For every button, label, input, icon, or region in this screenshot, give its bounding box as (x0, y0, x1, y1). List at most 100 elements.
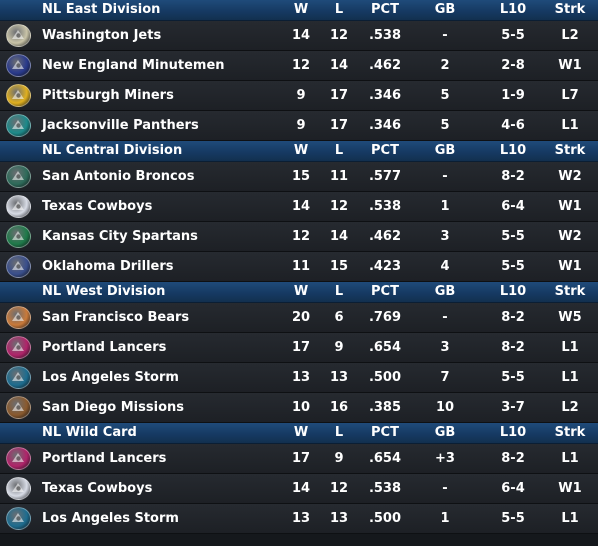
team-name[interactable]: Pittsburgh Miners (42, 88, 174, 103)
division-header: NL East Division W L PCT GB L10 Strk (0, 0, 598, 21)
team-gb-value: 4 (440, 259, 450, 274)
team-l-value: 6 (334, 310, 344, 325)
column-header-strk: Strk (554, 143, 586, 158)
team-pct-value: .577 (368, 169, 402, 184)
team-pct-value: .462 (368, 229, 402, 244)
team-pct-value: .538 (368, 481, 402, 496)
team-name[interactable]: Oklahoma Drillers (42, 259, 174, 274)
team-name[interactable]: Portland Lancers (42, 340, 167, 355)
team-w-value: 11 (291, 259, 311, 274)
division-title: NL Wild Card (42, 425, 137, 440)
team-name[interactable]: New England Minutemen (42, 58, 225, 73)
team-l-value: 9 (334, 451, 344, 466)
column-header-gb: GB (434, 143, 456, 158)
column-header-pct: PCT (371, 284, 399, 299)
column-header-w: W (293, 2, 309, 17)
team-w-value: 9 (296, 118, 306, 133)
team-l10-value: 6-4 (501, 481, 525, 496)
team-l-value: 16 (329, 400, 349, 415)
team-strk-value: W2 (558, 229, 582, 244)
column-header-gb: GB (434, 2, 456, 17)
team-row[interactable]: Portland Lancers 17 9 .654 +3 8-2 L1 (0, 444, 598, 474)
team-row[interactable]: Los Angeles Storm 13 13 .500 1 5-5 L1 (0, 504, 598, 534)
miner-icon (6, 84, 31, 107)
team-l10-value: 1-9 (501, 88, 525, 103)
division-section: NL Wild Card W L PCT GB L10 Strk Portland Lance… (0, 423, 598, 534)
team-name[interactable]: San Diego Missions (42, 400, 184, 415)
team-w-value: 10 (291, 400, 311, 415)
team-pct-value: .423 (368, 259, 402, 274)
team-gb-value: - (442, 481, 448, 496)
team-strk-value: L1 (561, 451, 579, 466)
column-header-w: W (293, 284, 309, 299)
team-strk-value: L1 (561, 370, 579, 385)
column-header-pct: PCT (371, 143, 399, 158)
team-row[interactable]: Jacksonville Panthers 9 17 .346 5 4-6 L1 (0, 111, 598, 141)
team-strk-value: W2 (558, 169, 582, 184)
team-w-value: 12 (291, 58, 311, 73)
team-l10-value: 8-2 (501, 169, 525, 184)
team-name[interactable]: Portland Lancers (42, 451, 167, 466)
cowboy-icon (6, 195, 31, 218)
team-name[interactable]: Kansas City Spartans (42, 229, 198, 244)
team-row[interactable]: Texas Cowboys 14 12 .538 1 6-4 W1 (0, 192, 598, 222)
team-row[interactable]: Oklahoma Drillers 11 15 .423 4 5-5 W1 (0, 252, 598, 282)
division-title: NL Central Division (42, 143, 183, 158)
column-header-l: L (334, 425, 344, 440)
team-row[interactable]: San Diego Missions 10 16 .385 10 3-7 L2 (0, 393, 598, 423)
team-name[interactable]: Los Angeles Storm (42, 511, 179, 526)
team-l-value: 13 (329, 370, 349, 385)
column-header-l: L (334, 284, 344, 299)
team-l-value: 9 (334, 340, 344, 355)
team-strk-value: W1 (558, 259, 582, 274)
team-name[interactable]: San Antonio Broncos (42, 169, 195, 184)
team-name[interactable]: Los Angeles Storm (42, 370, 179, 385)
team-pct-value: .462 (368, 58, 402, 73)
team-row[interactable]: Los Angeles Storm 13 13 .500 7 5-5 L1 (0, 363, 598, 393)
team-row[interactable]: Portland Lancers 17 9 .654 3 8-2 L1 (0, 333, 598, 363)
drill-icon (6, 255, 31, 278)
column-header-l10: L10 (499, 284, 527, 299)
division-header: NL Wild Card W L PCT GB L10 Strk (0, 423, 598, 444)
team-gb-value: 3 (440, 340, 450, 355)
division-section: NL Central Division W L PCT GB L10 Strk San Ant… (0, 141, 598, 282)
team-row[interactable]: San Antonio Broncos 15 11 .577 - 8-2 W2 (0, 162, 598, 192)
team-w-value: 14 (291, 199, 311, 214)
column-header-l10: L10 (499, 2, 527, 17)
bronco-icon (6, 165, 31, 188)
mission-bell-icon (6, 396, 31, 419)
division-header: NL West Division W L PCT GB L10 Strk (0, 282, 598, 303)
team-row[interactable]: Texas Cowboys 14 12 .538 - 6-4 W1 (0, 474, 598, 504)
team-name[interactable]: San Francisco Bears (42, 310, 190, 325)
team-l-value: 12 (329, 28, 349, 43)
lancer-icon (6, 336, 31, 359)
team-strk-value: L1 (561, 511, 579, 526)
jet-plane-icon (6, 24, 31, 47)
team-strk-value: L2 (561, 28, 579, 43)
team-l-value: 12 (329, 199, 349, 214)
division-header: NL Central Division W L PCT GB L10 Strk (0, 141, 598, 162)
team-pct-value: .654 (368, 340, 402, 355)
team-name[interactable]: Texas Cowboys (42, 481, 153, 496)
team-l10-value: 8-2 (501, 340, 525, 355)
team-pct-value: .769 (368, 310, 402, 325)
team-name[interactable]: Jacksonville Panthers (42, 118, 199, 133)
team-l10-value: 5-5 (501, 511, 525, 526)
team-strk-value: L7 (561, 88, 579, 103)
team-row[interactable]: Kansas City Spartans 12 14 .462 3 5-5 W2 (0, 222, 598, 252)
team-gb-value: 1 (440, 511, 450, 526)
division-section: NL West Division W L PCT GB L10 Strk San Franci… (0, 282, 598, 423)
team-name[interactable]: Washington Jets (42, 28, 162, 43)
team-row[interactable]: Pittsburgh Miners 9 17 .346 5 1-9 L7 (0, 81, 598, 111)
team-row[interactable]: New England Minutemen 12 14 .462 2 2-8 W1 (0, 51, 598, 81)
team-w-value: 12 (291, 229, 311, 244)
team-w-value: 14 (291, 481, 311, 496)
panther-icon (6, 114, 31, 137)
column-header-gb: GB (434, 284, 456, 299)
team-row[interactable]: San Francisco Bears 20 6 .769 - 8-2 W5 (0, 303, 598, 333)
column-header-pct: PCT (371, 425, 399, 440)
team-l-value: 12 (329, 481, 349, 496)
team-name[interactable]: Texas Cowboys (42, 199, 153, 214)
team-row[interactable]: Washington Jets 14 12 .538 - 5-5 L2 (0, 21, 598, 51)
